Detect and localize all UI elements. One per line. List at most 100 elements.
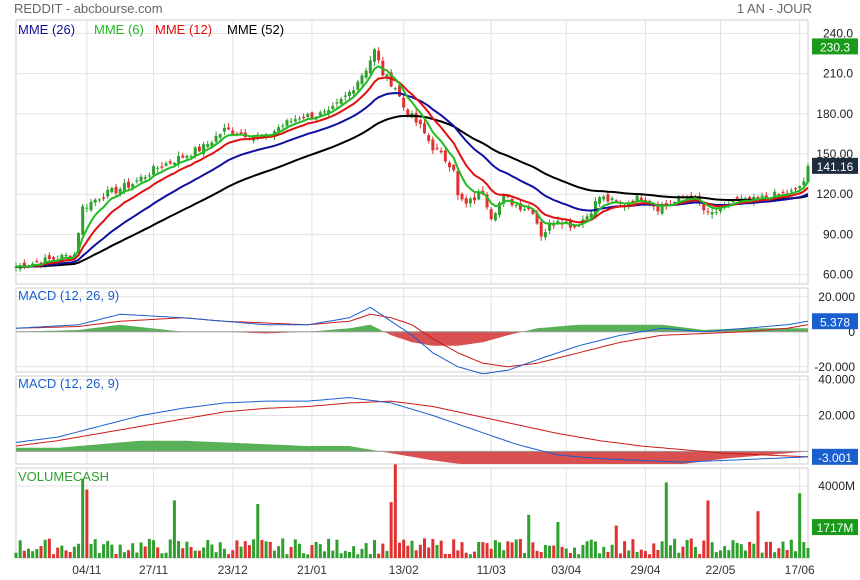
volume-bar bbox=[452, 539, 456, 558]
candle-body bbox=[785, 193, 789, 195]
volume-bar bbox=[102, 544, 106, 558]
candle-body bbox=[464, 198, 468, 204]
price-y-tick: 240.0 bbox=[823, 26, 853, 40]
volume-bar bbox=[114, 553, 118, 558]
volume-bar bbox=[548, 545, 552, 558]
candle-body bbox=[406, 109, 410, 116]
volume-bar bbox=[710, 542, 714, 558]
macd-histogram-negative bbox=[16, 451, 808, 464]
volume-bar bbox=[347, 551, 351, 558]
candle-body bbox=[385, 74, 389, 78]
candle-body bbox=[372, 49, 376, 62]
candle-body bbox=[677, 196, 681, 202]
volume-bar bbox=[443, 553, 447, 558]
candle-body bbox=[485, 194, 489, 208]
volume-bar bbox=[256, 504, 260, 558]
volume-bar bbox=[648, 554, 652, 558]
volume-bar bbox=[89, 543, 93, 558]
candle-body bbox=[710, 212, 714, 215]
x-tick-label: 11/03 bbox=[477, 563, 506, 577]
volume-bar bbox=[481, 542, 485, 558]
volume-bar bbox=[381, 543, 385, 558]
candle-body bbox=[593, 201, 597, 216]
candle-body bbox=[477, 192, 481, 200]
volume-bar bbox=[168, 539, 172, 558]
price-label-box bbox=[812, 38, 858, 55]
volume-value-label: 1717M bbox=[817, 521, 854, 535]
volume-bar bbox=[693, 546, 697, 558]
volume-bar bbox=[689, 538, 693, 558]
candle-body bbox=[368, 60, 372, 74]
volume-bar bbox=[110, 544, 114, 558]
volume-bar bbox=[202, 547, 206, 558]
volume-bar bbox=[181, 548, 185, 558]
candle-body bbox=[297, 118, 301, 120]
candle-body bbox=[327, 110, 331, 114]
volume-bar bbox=[681, 546, 685, 558]
candle-body bbox=[514, 204, 518, 206]
candle-body bbox=[502, 194, 506, 204]
candle-body bbox=[93, 199, 97, 203]
candle-body bbox=[156, 167, 160, 169]
volume-bar bbox=[389, 502, 393, 558]
volume-bar bbox=[31, 551, 35, 558]
volume-bar bbox=[598, 553, 602, 558]
volume-bar bbox=[360, 548, 364, 558]
candle-body bbox=[456, 171, 460, 196]
volume-y-tick: 4000M bbox=[818, 479, 855, 493]
candle-body bbox=[35, 261, 39, 263]
volume-bar bbox=[577, 554, 581, 558]
candle-body bbox=[735, 197, 739, 199]
volume-bar bbox=[698, 554, 702, 558]
volume-bar bbox=[506, 541, 510, 558]
candle-body bbox=[423, 123, 427, 134]
candle-body bbox=[102, 197, 106, 199]
candle-body bbox=[639, 197, 643, 201]
x-tick-label: 27/11 bbox=[139, 563, 168, 577]
volume-bar bbox=[623, 541, 627, 558]
volume-bar bbox=[231, 550, 235, 558]
period-label[interactable]: 1 AN - JOUR bbox=[736, 1, 812, 16]
volume-bar bbox=[802, 542, 806, 558]
volume-bar bbox=[331, 550, 335, 558]
candle-body bbox=[197, 146, 201, 152]
volume-bar bbox=[739, 544, 743, 558]
volume-bar bbox=[493, 540, 497, 558]
volume-bar bbox=[327, 538, 331, 558]
candle-body bbox=[110, 188, 114, 193]
price-label: 141.16 bbox=[817, 160, 854, 174]
candle-body bbox=[535, 213, 539, 224]
price-y-tick: 60.00 bbox=[823, 268, 853, 282]
candle-body bbox=[610, 198, 614, 201]
candle-body bbox=[756, 197, 760, 199]
candle-body bbox=[527, 207, 531, 210]
volume-bar bbox=[510, 542, 514, 558]
candle-body bbox=[448, 162, 452, 168]
volume-bar bbox=[352, 546, 356, 558]
volume-bar bbox=[39, 546, 43, 558]
chart-header: REDDIT - abcbourse.com 1 AN - JOUR bbox=[0, 0, 860, 18]
candle-body bbox=[356, 81, 360, 90]
candle-body bbox=[602, 196, 606, 200]
candle-body bbox=[598, 197, 602, 204]
volume-bar bbox=[806, 547, 810, 558]
volume-bar bbox=[631, 539, 635, 558]
candle-body bbox=[181, 155, 185, 158]
volume-bar bbox=[785, 549, 789, 558]
candle-body bbox=[439, 150, 443, 153]
candle-body bbox=[443, 150, 447, 162]
macd-y-tick: 0 bbox=[848, 325, 855, 339]
candle-body bbox=[118, 188, 122, 195]
volume-bar bbox=[122, 552, 126, 558]
volume-bars bbox=[14, 464, 810, 558]
volume-bar bbox=[581, 544, 585, 558]
volume-bar bbox=[272, 550, 276, 558]
candle-body bbox=[168, 161, 172, 164]
candle-body bbox=[806, 165, 810, 183]
candle-body bbox=[277, 127, 281, 132]
volume-bar bbox=[568, 553, 572, 558]
macd-value-box bbox=[812, 448, 858, 465]
volume-bar bbox=[473, 551, 477, 558]
volume-bar bbox=[718, 550, 722, 558]
volume-bar bbox=[456, 550, 460, 558]
